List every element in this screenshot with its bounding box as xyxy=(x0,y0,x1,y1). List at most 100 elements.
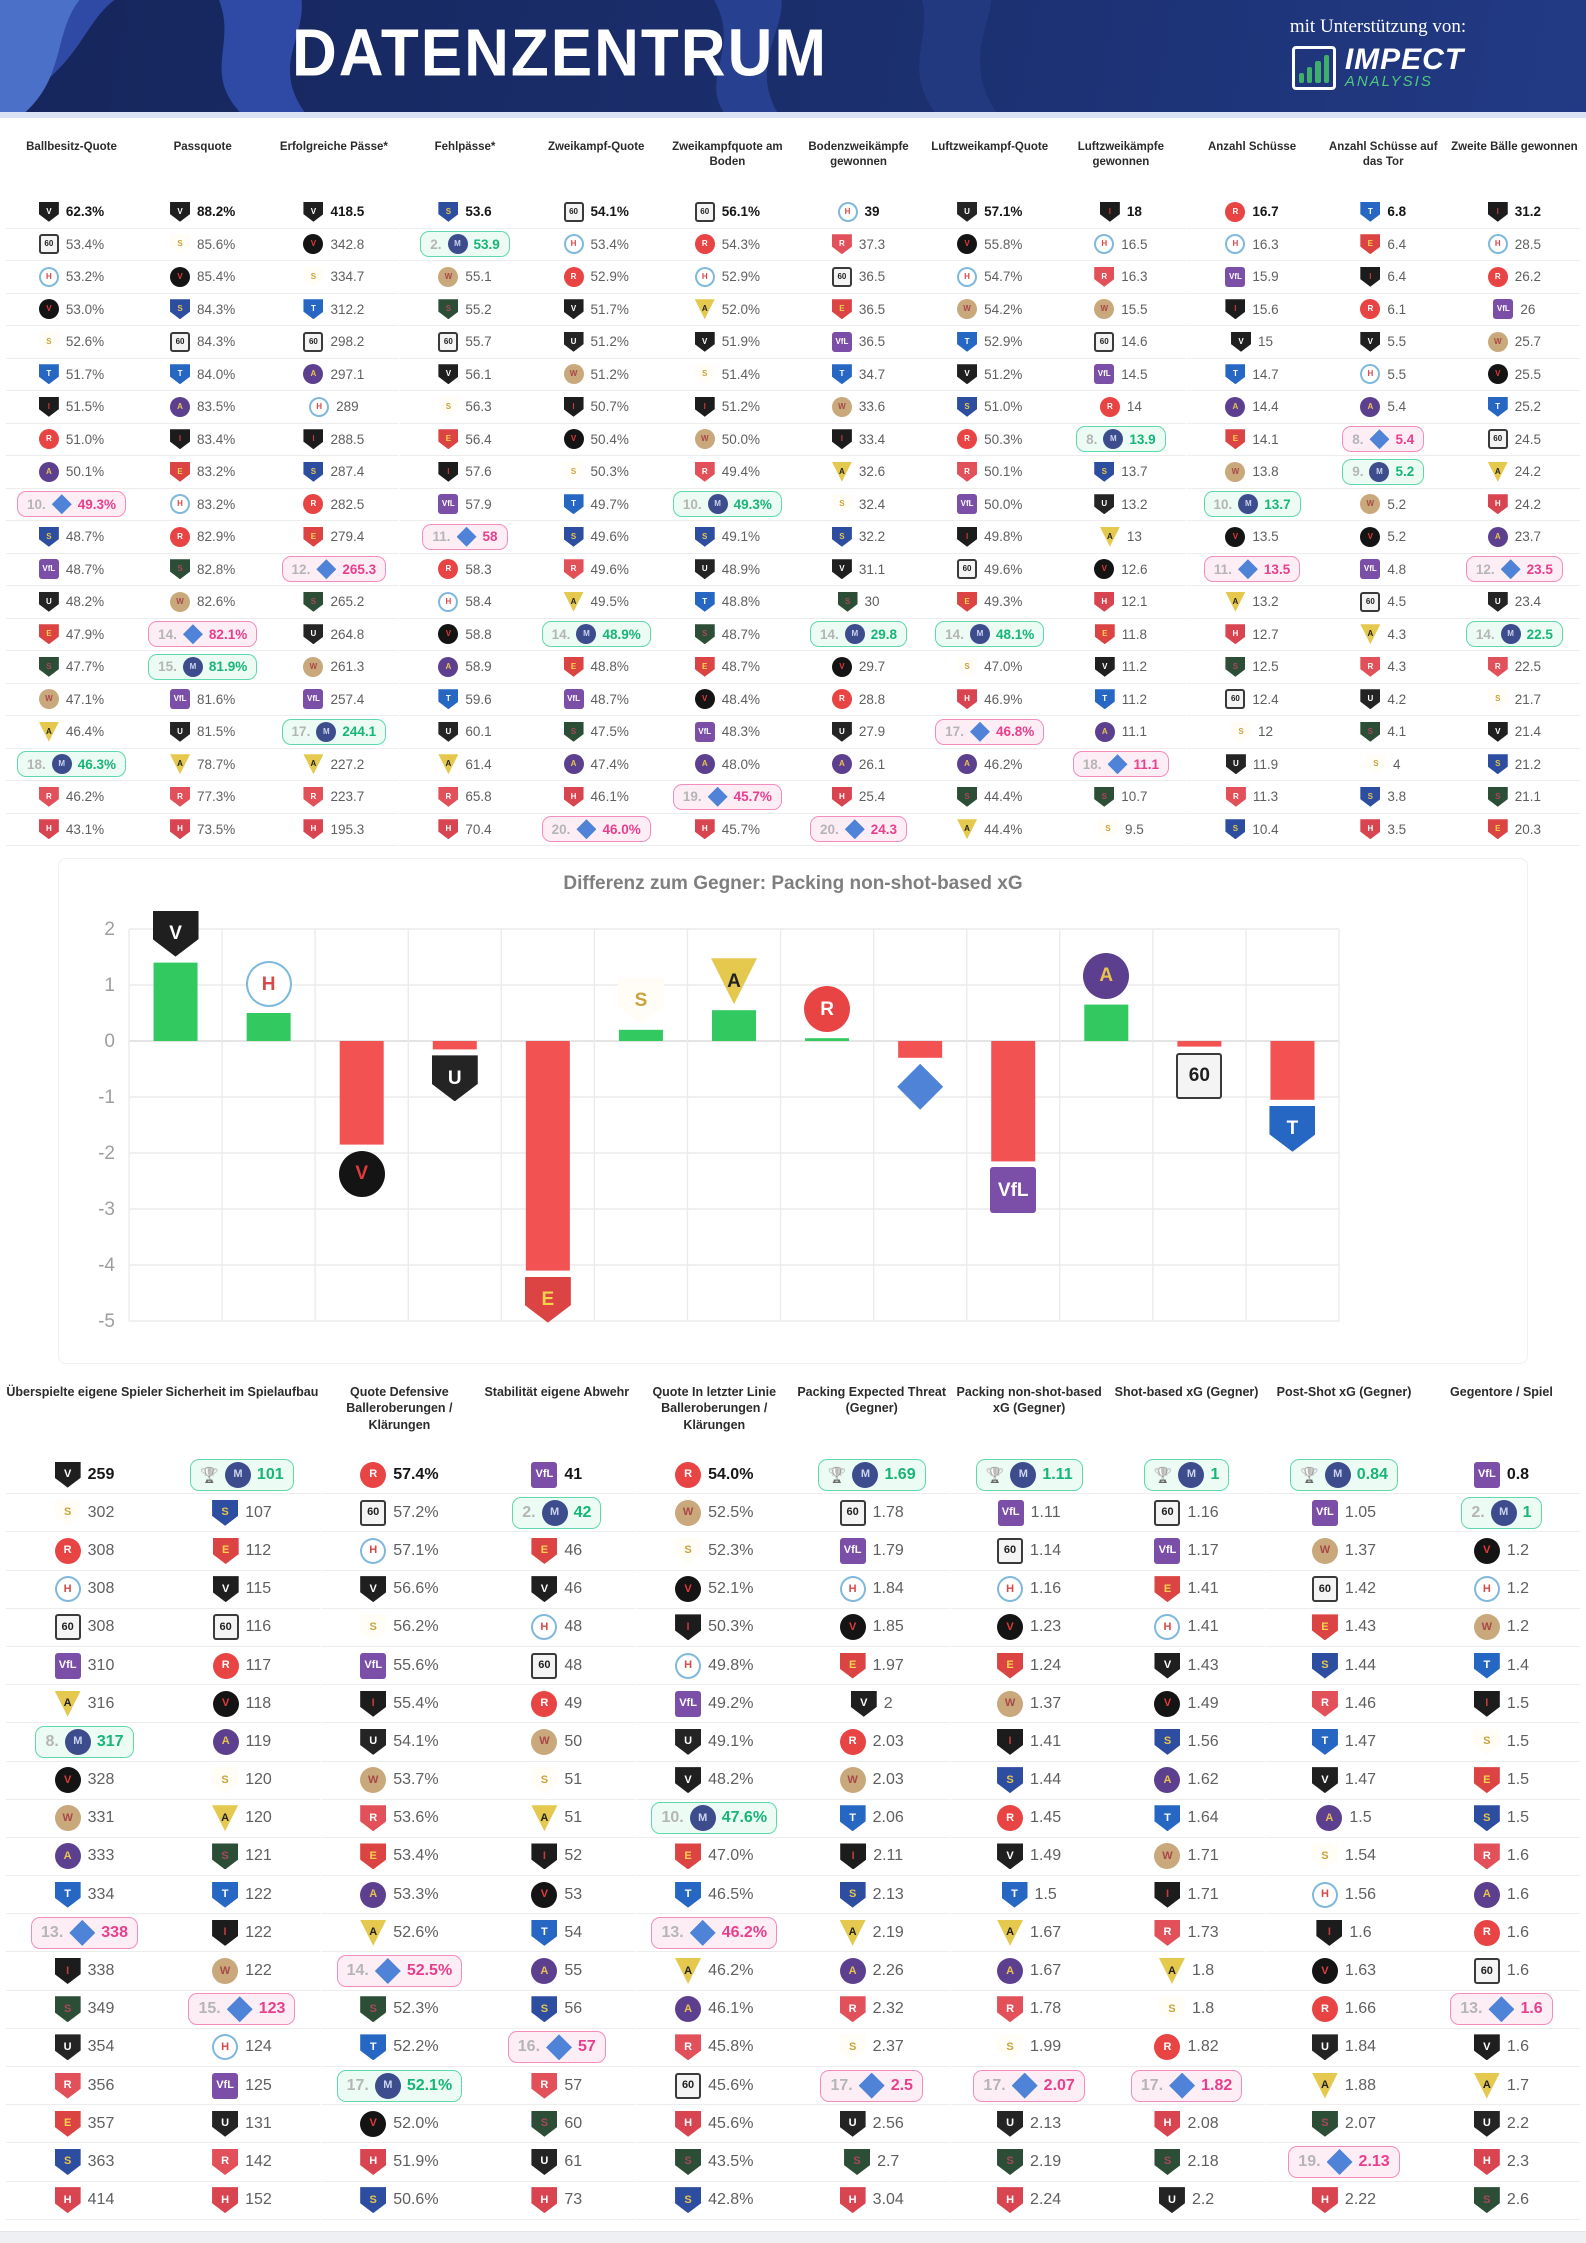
club-crest-icon-schweinfurt: S xyxy=(303,591,324,612)
club-crest-icon-aachen: A xyxy=(1360,624,1381,645)
stat-cell: S 2.07 xyxy=(1265,2105,1423,2144)
club-crest-icon-aue: A xyxy=(957,754,978,775)
rank-highlight-green: 8. M 317 xyxy=(35,1725,134,1758)
stat-value: 11.9 xyxy=(1252,756,1279,772)
stat-cell: E 6.4 xyxy=(1317,229,1449,261)
stat-cell: I 51.2% xyxy=(661,391,793,424)
stat-value: 331 xyxy=(87,1809,115,1827)
stat-cell: H 46.1% xyxy=(530,781,662,814)
club-crest-icon-aue: A xyxy=(1225,396,1246,417)
club-crest-icon-aue: A xyxy=(1316,1805,1343,1832)
stat-value: 58.4 xyxy=(465,594,492,610)
stat-value: 2.08 xyxy=(1187,2114,1219,2132)
stat-value: 2.07 xyxy=(1043,2076,1075,2094)
stat-cell: S 1.8 xyxy=(1108,1991,1266,2029)
stat-value: 122 xyxy=(245,1923,272,1941)
stat-value: 56 xyxy=(564,2000,583,2018)
stat-cell: U 131 xyxy=(163,2105,321,2144)
club-crest-icon-hansa: H xyxy=(170,494,191,515)
stat-cell: VfL 50.0% xyxy=(924,489,1056,521)
stat-value: 24.2 xyxy=(1514,464,1542,480)
club-crest-icon-cottbus: E xyxy=(563,656,584,677)
club-crest-icon-saar: S xyxy=(303,461,324,482)
club-crest-icon-cottbus: E xyxy=(531,1537,558,1564)
club-crest-icon-hoffenheim: T xyxy=(1487,396,1508,417)
club-crest-icon-viktoria: V xyxy=(303,234,324,255)
club-crest-icon-aue: A xyxy=(563,754,584,775)
club-crest-icon-wiesbaden: W xyxy=(675,1499,702,1526)
stat-value: 4.8 xyxy=(1387,561,1407,577)
stat-value: 334.7 xyxy=(330,269,365,285)
club-crest-icon-cottbus: E xyxy=(360,1843,387,1870)
stat-value: 48.8% xyxy=(590,659,629,675)
club-crest-icon-rwe: R xyxy=(1099,396,1120,417)
stat-cell: U 264.8 xyxy=(268,619,400,651)
club-crest-icon-hansa: H xyxy=(438,591,459,612)
club-crest-icon-saar: S xyxy=(54,2148,81,2175)
stat-column-header: Gegentore / Spiel xyxy=(1450,1385,1553,1399)
stat-cell: S 30 xyxy=(793,586,925,619)
stat-cell: W 122 xyxy=(163,1952,321,1991)
club-crest-icon-saar: S xyxy=(1154,1728,1181,1755)
stat-value: 16.3 xyxy=(1252,236,1279,252)
stat-cell: S 47.0% xyxy=(924,651,1056,684)
club-crest-icon-jahn: R xyxy=(54,2072,81,2099)
rank-highlight-pink: 11. 13.5 xyxy=(1203,556,1301,583)
stat-value: 55.2 xyxy=(465,301,492,317)
stat-value: 333 xyxy=(87,1847,115,1865)
club-crest-icon-schweinfurt: S xyxy=(1154,2148,1181,2175)
stat-cell: 19. 2.13 xyxy=(1265,2143,1423,2182)
stat-value: 50.7% xyxy=(590,399,629,415)
club-crest-icon-ulm: U xyxy=(675,1728,702,1755)
stat-cell: 20. 24.3 xyxy=(793,814,925,846)
stat-cell: R 37.3 xyxy=(793,229,925,261)
stat-value: 29.8 xyxy=(870,626,898,642)
rank-label: 11. xyxy=(1213,561,1232,577)
club-crest-icon-hoffenheim: T xyxy=(303,299,324,320)
stat-cell: V 13.5 xyxy=(1186,521,1318,554)
stat-cell: V 115 xyxy=(163,1571,321,1609)
stat-cell: VfL 15.9 xyxy=(1186,261,1318,294)
rank-highlight-pink: 13. 46.2% xyxy=(651,1916,778,1949)
stat-cell: S 51 xyxy=(478,1762,636,1800)
stat-value: 84.3% xyxy=(197,334,236,350)
stat-column: Erfolgreiche Pässe* V 418.5 V 342.8 S 334.7 T 31… xyxy=(268,140,400,846)
stat-cell: A 5.4 xyxy=(1317,391,1449,424)
stat-cell: U 2.2 xyxy=(1108,2182,1266,2220)
stat-value: 50.0% xyxy=(984,496,1023,512)
stat-cell: T 46.5% xyxy=(635,1876,793,1915)
stat-value: 51.2% xyxy=(590,366,629,382)
stat-value: 4 xyxy=(1392,756,1401,772)
stat-value: 0.84 xyxy=(1356,1465,1388,1483)
chart-bar-osnabrueck xyxy=(991,1041,1036,1162)
club-crest-icon-viktoria: V xyxy=(1487,364,1508,385)
stat-value: 41 xyxy=(564,1465,583,1483)
stat-value: 1.16 xyxy=(1187,1503,1219,1521)
stat-cell: A 46.2% xyxy=(635,1952,793,1991)
club-crest-icon-aachen: A xyxy=(170,754,191,775)
stat-cell: T 1.47 xyxy=(1265,1723,1423,1762)
stat-cell: R 49.4% xyxy=(661,456,793,489)
club-crest-icon-cottbus: E xyxy=(1360,234,1381,255)
stat-value: 50 xyxy=(564,1732,583,1750)
stat-cell: S 1.54 xyxy=(1265,1838,1423,1877)
stat-value: 60 xyxy=(564,2114,583,2132)
stat-cell: S 334.7 xyxy=(268,261,400,294)
rank-highlight-green: 10. M 49.3% xyxy=(672,491,782,518)
club-crest-icon-jahn: R xyxy=(303,786,324,807)
stat-column-header: Packing Expected Threat (Gegner) xyxy=(797,1385,947,1416)
stat-value: 1.2 xyxy=(1506,1618,1530,1636)
club-crest-icon-haching: H xyxy=(957,689,978,710)
stat-value: 32.6 xyxy=(858,464,886,480)
stat-cell: W 82.6% xyxy=(137,586,269,619)
stat-cell: W 5.2 xyxy=(1317,489,1449,521)
stat-value: 22.5 xyxy=(1526,626,1553,642)
stat-value: 50.1% xyxy=(984,464,1023,480)
stat-value: 53.3% xyxy=(393,1885,439,1903)
rank-highlight-green: 14. M 22.5 xyxy=(1465,621,1563,648)
club-crest-icon-hansa: H xyxy=(997,1576,1024,1603)
stat-cell: 14. 52.5% xyxy=(320,1952,478,1991)
stat-value: 14 xyxy=(1126,399,1142,415)
stat-value: 2.7 xyxy=(877,2152,900,2170)
stat-value: 46.0% xyxy=(602,821,641,837)
